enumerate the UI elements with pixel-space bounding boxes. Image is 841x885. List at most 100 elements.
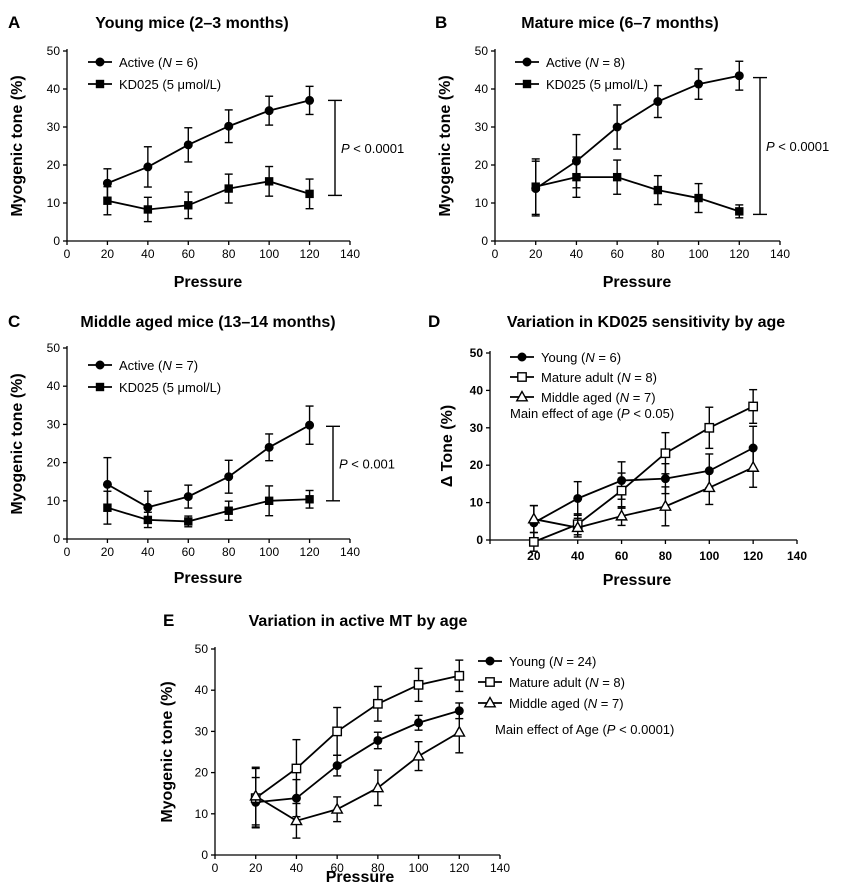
legend-marker (485, 677, 495, 687)
y-axis-label: Myogenic tone (%) (9, 373, 26, 514)
series-2 (103, 165, 314, 223)
series-line (533, 447, 754, 524)
x-tick-label: 140 (490, 861, 510, 875)
x-tick-label: 100 (259, 545, 279, 559)
data-point (305, 189, 314, 199)
x-tick-label: 80 (651, 247, 665, 261)
data-point (653, 97, 663, 107)
series-line (535, 176, 740, 213)
y-axis-label: Myogenic tone (%) (159, 681, 176, 822)
data-point (571, 520, 585, 533)
legend-entry: Mature adult (N = 8) (510, 370, 657, 385)
data-point (305, 420, 315, 430)
y-axis-label: Myogenic tone (%) (437, 75, 454, 216)
series-1 (251, 702, 464, 828)
data-point (102, 479, 112, 489)
x-tick-label: 20 (101, 545, 115, 559)
x-tick-label: 20 (527, 549, 541, 563)
data-point (305, 495, 314, 504)
p-value-label: P < 0.001 (339, 457, 395, 472)
series-line (107, 180, 310, 211)
y-tick-label: 50 (470, 346, 484, 360)
p-value-label: P < 0.0001 (766, 139, 829, 154)
data-point (748, 401, 759, 412)
legend-marker (95, 79, 105, 89)
data-point (412, 749, 425, 761)
y-tick-label: 20 (470, 458, 484, 472)
data-point (305, 95, 315, 105)
data-point (143, 205, 153, 214)
data-point (183, 140, 193, 150)
data-point (103, 503, 112, 512)
y-tick-label: 40 (195, 683, 209, 697)
data-point (264, 177, 274, 186)
data-point (291, 763, 302, 774)
x-tick-label: 40 (290, 861, 304, 875)
x-axis-label: Pressure (326, 869, 395, 885)
legend-marker (483, 696, 497, 708)
panel-title: Middle aged mice (13–14 months) (80, 314, 335, 331)
legend-marker (95, 360, 105, 370)
data-point (103, 196, 112, 205)
x-tick-label: 120 (743, 549, 763, 563)
panel-title: Young mice (2–3 months) (95, 15, 289, 32)
x-tick-label: 100 (699, 549, 719, 563)
data-point (734, 71, 744, 81)
x-tick-label: 0 (64, 545, 71, 559)
x-tick-label: 60 (615, 549, 629, 563)
data-point (735, 207, 744, 216)
series-line (533, 466, 754, 529)
legend-marker (517, 372, 527, 382)
x-tick-label: 80 (222, 545, 236, 559)
p-value-label: P < 0.0001 (341, 141, 404, 156)
x-tick-label: 0 (492, 247, 499, 261)
x-tick-label: 120 (729, 247, 749, 261)
x-tick-label: 100 (689, 247, 709, 261)
y-tick-label: 30 (47, 120, 61, 134)
legend-label: KD025 (5 μmol/L) (119, 77, 221, 92)
x-axis-label: Pressure (603, 572, 672, 589)
y-tick-label: 10 (475, 196, 489, 210)
series-2 (531, 156, 744, 219)
y-tick-label: 10 (470, 496, 484, 510)
series-line (535, 74, 740, 190)
y-tick-label: 30 (470, 421, 484, 435)
legend-label: KD025 (5 μmol/L) (546, 77, 648, 92)
legend-label: Active (N = 6) (119, 55, 198, 70)
legend-entry: Active (N = 8) (515, 55, 625, 70)
panel-a: A Young mice (2–3 months) 0 10 20 30 40 50 0 20 40… (8, 13, 404, 291)
data-point (373, 735, 383, 745)
data-point (290, 813, 303, 826)
y-axis-label: Δ Tone (%) (439, 405, 456, 487)
series-1 (102, 405, 315, 525)
legend-label: Active (N = 8) (546, 55, 625, 70)
series-2 (250, 659, 465, 829)
data-point (694, 193, 703, 203)
y-tick-label: 40 (470, 383, 484, 397)
y-axis-label: Myogenic tone (%) (9, 75, 26, 216)
data-point (572, 172, 581, 182)
series-line (107, 498, 310, 523)
x-tick-label: 40 (570, 247, 584, 261)
series-3 (249, 710, 466, 839)
legend-entry: Active (N = 7) (88, 358, 198, 373)
y-tick-label: 30 (475, 120, 489, 134)
x-tick-label: 100 (259, 247, 279, 261)
y-tick-label: 0 (476, 533, 483, 547)
legend-label: Mature adult (N = 8) (541, 370, 657, 385)
data-point (264, 442, 274, 452)
y-tick-label: 50 (47, 44, 61, 58)
data-point (616, 485, 627, 496)
x-tick-label: 40 (141, 545, 155, 559)
legend-label: Young (N = 6) (541, 350, 621, 365)
legend-entry: Middle aged (N = 7) (510, 390, 656, 405)
data-point (249, 789, 263, 801)
x-tick-label: 140 (340, 545, 360, 559)
legend-label: KD025 (5 μmol/L) (119, 380, 221, 395)
y-tick-label: 0 (481, 234, 488, 248)
x-tick-label: 80 (659, 549, 673, 563)
legend-entry: Young (N = 24) (478, 654, 596, 669)
legend-entry: KD025 (5 μmol/L) (515, 77, 648, 92)
legend-entry: Mature adult (N = 8) (478, 675, 625, 690)
